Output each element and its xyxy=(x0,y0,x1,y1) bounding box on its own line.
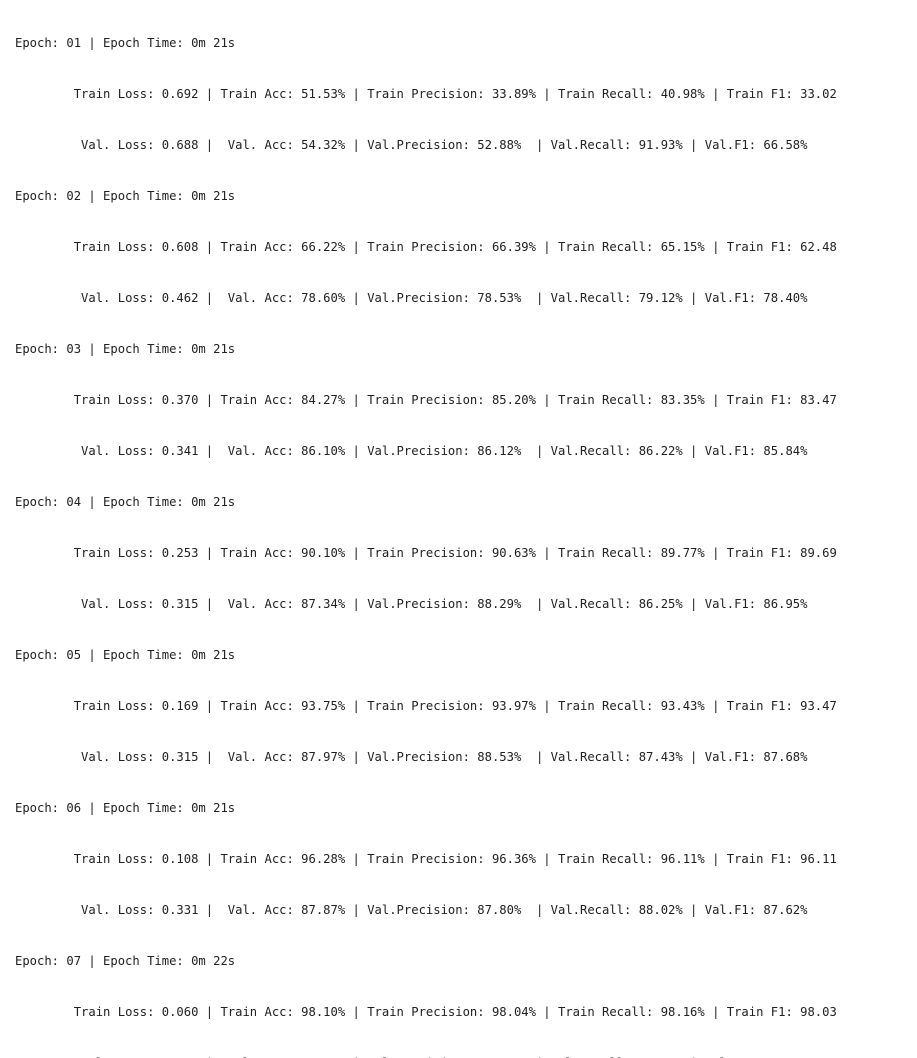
val-metrics-line: Val. Loss: 0.462 | Val. Acc: 78.60% | Va… xyxy=(15,291,808,305)
train-metrics-line: Train Loss: 0.108 | Train Acc: 96.28% | … xyxy=(15,852,837,866)
val-metrics-line: Val. Loss: 0.315 | Val. Acc: 87.97% | Va… xyxy=(15,750,808,764)
val-metrics-line: Val. Loss: 0.470 | Val. Acc: 87.81% | Va… xyxy=(15,1055,910,1058)
val-metrics-line: Val. Loss: 0.341 | Val. Acc: 86.10% | Va… xyxy=(15,444,808,458)
epoch-header-line: Epoch: 03 | Epoch Time: 0m 21s xyxy=(15,342,236,356)
train-metrics-line: Train Loss: 0.253 | Train Acc: 90.10% | … xyxy=(15,546,837,560)
training-log-output: Epoch: 01 | Epoch Time: 0m 21s Train Los… xyxy=(15,1,910,1058)
epoch-header-line: Epoch: 04 | Epoch Time: 0m 21s xyxy=(15,495,236,509)
epoch-header-line: Epoch: 07 | Epoch Time: 0m 22s xyxy=(15,954,236,968)
epoch-header-line: Epoch: 06 | Epoch Time: 0m 21s xyxy=(15,801,236,815)
epoch-header-line: Epoch: 02 | Epoch Time: 0m 21s xyxy=(15,189,236,203)
train-metrics-line: Train Loss: 0.692 | Train Acc: 51.53% | … xyxy=(15,87,837,101)
val-metrics-line: Val. Loss: 0.688 | Val. Acc: 54.32% | Va… xyxy=(15,138,808,152)
epoch-header-line: Epoch: 05 | Epoch Time: 0m 21s xyxy=(15,648,236,662)
train-metrics-line: Train Loss: 0.060 | Train Acc: 98.10% | … xyxy=(15,1005,837,1019)
train-metrics-line: Train Loss: 0.370 | Train Acc: 84.27% | … xyxy=(15,393,837,407)
train-metrics-line: Train Loss: 0.169 | Train Acc: 93.75% | … xyxy=(15,699,837,713)
epoch-header-line: Epoch: 01 | Epoch Time: 0m 21s xyxy=(15,36,236,50)
val-metrics-line: Val. Loss: 0.331 | Val. Acc: 87.87% | Va… xyxy=(15,903,808,917)
val-metrics-line: Val. Loss: 0.315 | Val. Acc: 87.34% | Va… xyxy=(15,597,808,611)
train-metrics-line: Train Loss: 0.608 | Train Acc: 66.22% | … xyxy=(15,240,837,254)
